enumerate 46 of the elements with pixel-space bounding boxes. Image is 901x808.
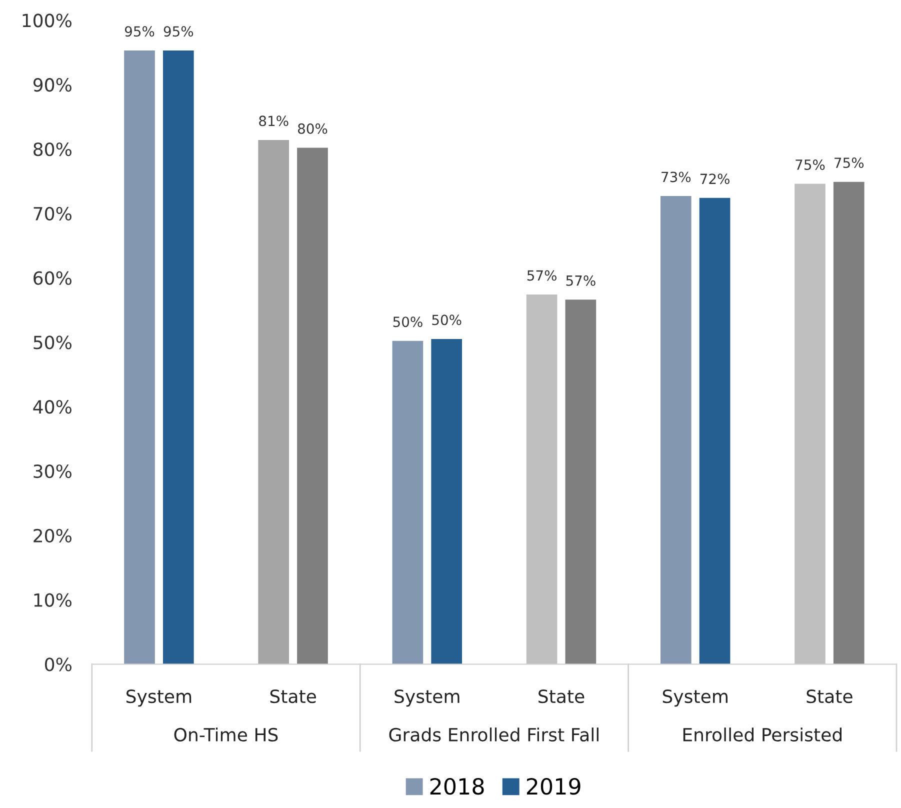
y-tick-label: 50% xyxy=(34,336,72,350)
bar xyxy=(699,198,730,664)
legend-label: 2018 xyxy=(430,778,484,795)
data-label: 73% xyxy=(662,172,691,182)
bar xyxy=(565,300,596,664)
data-label: 81% xyxy=(259,116,288,126)
data-label: 50% xyxy=(393,316,422,328)
x-tick-label: System xyxy=(126,689,192,707)
y-tick-label: 70% xyxy=(34,206,72,221)
bar xyxy=(660,196,692,664)
y-tick-label: 20% xyxy=(34,528,72,542)
bar xyxy=(526,294,558,664)
text: Enrolled Persisted xyxy=(683,728,842,742)
y-tick-label: 10% xyxy=(34,593,72,607)
data-label: 72% xyxy=(700,174,730,184)
x-tick-label: State xyxy=(806,689,852,704)
bar xyxy=(258,140,290,664)
y-tick-label: 60% xyxy=(34,271,72,285)
x-tick-label: State xyxy=(538,689,584,704)
legend-label: 2019 xyxy=(526,778,580,795)
data-label: 57% xyxy=(566,275,596,286)
data-label: 57% xyxy=(527,270,556,281)
bar xyxy=(392,340,424,664)
bar xyxy=(297,148,328,664)
data-label: 50% xyxy=(432,314,462,326)
bar xyxy=(162,50,194,664)
x-tick-label: System xyxy=(662,689,728,707)
bar xyxy=(124,50,155,664)
y-tick-label: 0% xyxy=(45,658,72,672)
data-label: 75% xyxy=(796,159,825,170)
bar xyxy=(794,184,826,664)
bar xyxy=(833,182,864,664)
y-tick-label: 100% xyxy=(22,14,72,28)
bar xyxy=(431,338,462,664)
data-label: 95% xyxy=(124,26,154,37)
text: Grads Enrolled First Fall xyxy=(389,728,598,742)
data-label: 95% xyxy=(164,26,194,37)
x-tick-label: System xyxy=(394,689,460,707)
y-tick-label: 40% xyxy=(33,400,72,414)
data-label: 75% xyxy=(834,158,864,168)
text: On-Time HS xyxy=(174,728,278,742)
y-tick-label: 80% xyxy=(34,142,72,156)
y-tick-label: 30% xyxy=(34,464,72,478)
data-label: 80% xyxy=(298,123,328,134)
y-tick-label: 90% xyxy=(33,78,72,92)
x-tick-label: State xyxy=(270,689,316,704)
